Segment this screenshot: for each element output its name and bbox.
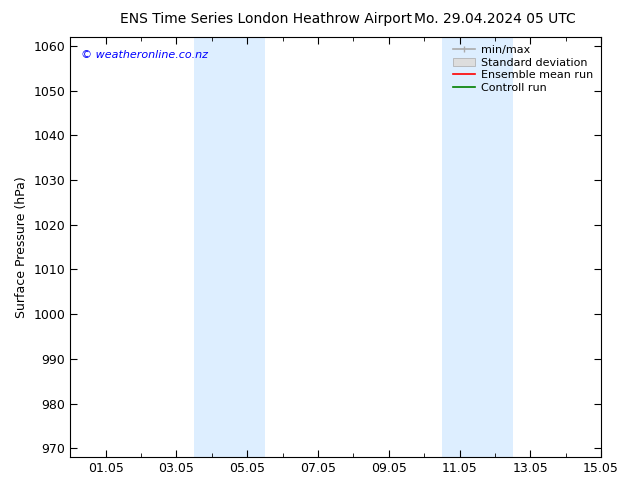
Bar (194, 37, 265, 457)
Text: © weatheronline.co.nz: © weatheronline.co.nz (81, 49, 208, 60)
Text: ENS Time Series London Heathrow Airport: ENS Time Series London Heathrow Airport (120, 12, 412, 26)
Bar (442, 37, 513, 457)
Text: Mo. 29.04.2024 05 UTC: Mo. 29.04.2024 05 UTC (413, 12, 576, 26)
Y-axis label: Surface Pressure (hPa): Surface Pressure (hPa) (15, 176, 28, 318)
Legend: min/max, Standard deviation, Ensemble mean run, Controll run: min/max, Standard deviation, Ensemble me… (451, 43, 595, 96)
